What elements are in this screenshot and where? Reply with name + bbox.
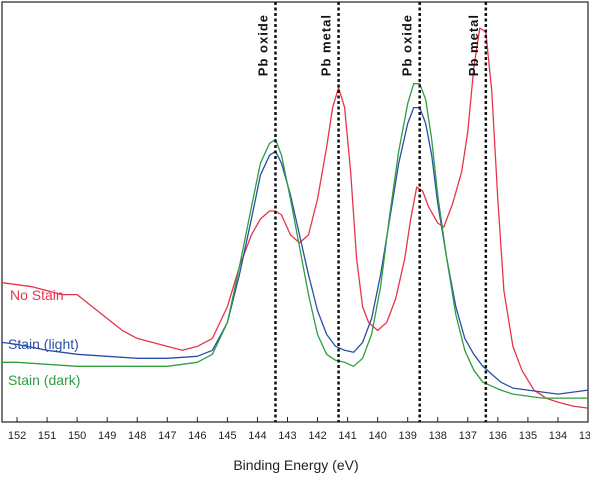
annotation-layer: Pb oxide Pb metal Pb oxide Pb metal bbox=[256, 2, 488, 422]
x-axis: 152 151 150 149 148 147 146 145 144 143 142 141 140 1… bbox=[8, 417, 590, 442]
x-tick-label-151: 151 bbox=[38, 430, 56, 442]
x-tick-label-148: 148 bbox=[128, 430, 146, 442]
legend: No Stain Stain (light) Stain (dark) bbox=[8, 287, 80, 388]
legend-label-1: No Stain bbox=[10, 287, 64, 303]
x-tick-label-135: 135 bbox=[519, 430, 537, 442]
x-tick-label-136: 136 bbox=[489, 430, 507, 442]
x-tick-label-147: 147 bbox=[158, 430, 176, 442]
x-tick-label-152: 152 bbox=[8, 430, 26, 442]
x-tick-label-141: 141 bbox=[338, 430, 356, 442]
annotation-label-1: Pb oxide bbox=[256, 14, 271, 76]
x-tick-label-149: 149 bbox=[98, 430, 116, 442]
x-tick-label-150: 150 bbox=[68, 430, 86, 442]
annotation-label-3: Pb oxide bbox=[400, 14, 415, 76]
x-tick-label-139: 139 bbox=[399, 430, 417, 442]
x-tick-label-133: 133 bbox=[579, 430, 590, 442]
x-tick-label-134: 134 bbox=[549, 430, 567, 442]
x-axis-label: Binding Energy (eV) bbox=[233, 457, 358, 473]
legend-label-2: Stain (light) bbox=[8, 336, 79, 352]
annotation-label-2: Pb metal bbox=[319, 14, 334, 76]
x-tick-label-143: 143 bbox=[278, 430, 296, 442]
x-tick-label-142: 142 bbox=[308, 430, 326, 442]
x-tick-label-144: 144 bbox=[248, 430, 266, 442]
x-tick-label-138: 138 bbox=[429, 430, 447, 442]
series-line-stain-light bbox=[1, 106, 589, 395]
x-tick-label-137: 137 bbox=[459, 430, 477, 442]
x-tick-label-145: 145 bbox=[218, 430, 236, 442]
series-line-stain-dark bbox=[2, 83, 588, 399]
annotation-label-4: Pb metal bbox=[466, 14, 481, 76]
plot-frame bbox=[1, 1, 589, 423]
x-tick-label-146: 146 bbox=[188, 430, 206, 442]
x-tick-label-140: 140 bbox=[368, 430, 386, 442]
legend-label-3: Stain (dark) bbox=[8, 372, 80, 388]
series-layer bbox=[1, 27, 589, 409]
series-line-no-stain bbox=[1, 27, 589, 409]
